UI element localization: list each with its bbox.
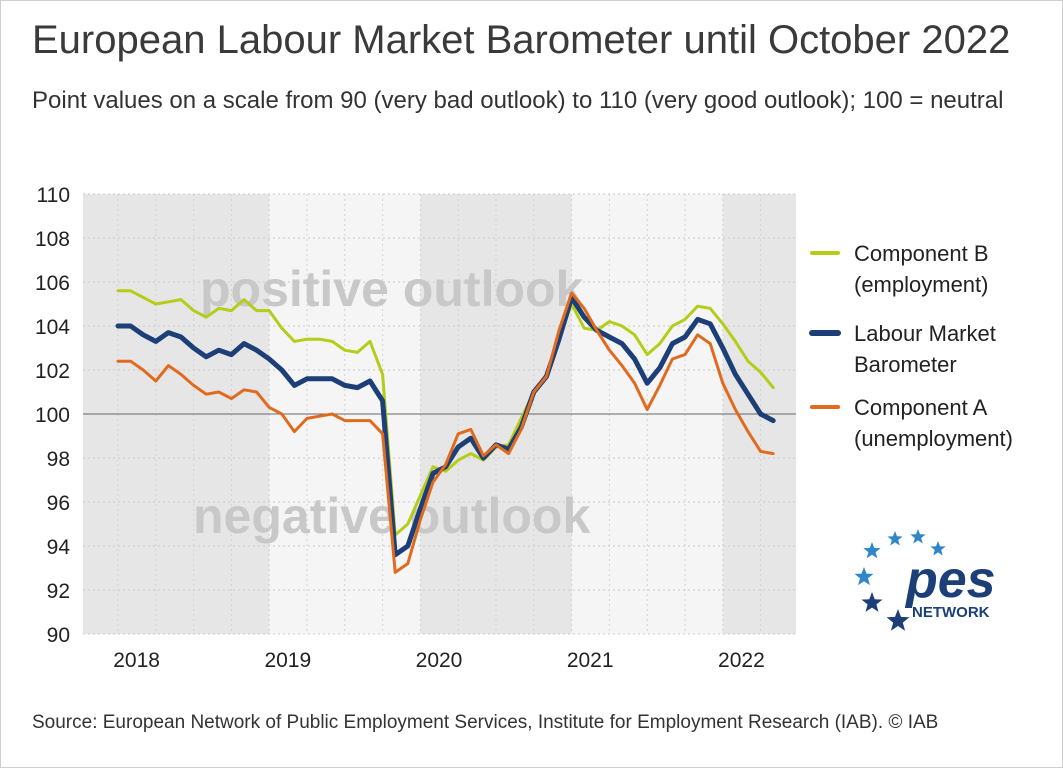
y-tick-label: 106 [35,272,70,295]
logo-star-icon [861,592,883,612]
y-tick-label: 102 [35,360,70,383]
y-tick-label: 104 [35,316,70,339]
line-chart: positive outlook negative outlook 909294… [35,184,1013,672]
x-tick-label: 2020 [416,649,463,672]
logo-star-icon [887,531,903,546]
logo-star-icon [886,609,910,631]
logo-star-icon [930,541,946,556]
x-tick-label: 2021 [567,649,614,672]
logo-star-icon [863,542,881,559]
logo-star-icon [910,529,926,544]
series-line-b [116,289,775,537]
legend-label-lmb: Labour Market [854,321,996,346]
legend-label-a: (unemployment) [854,426,1013,451]
logo-star-icon [854,567,874,586]
legend-label-b: (employment) [854,272,988,297]
pes-network-logo: pes NETWORK [854,529,996,631]
legend-label-lmb: Barometer [854,352,957,377]
y-tick-label: 92 [47,580,70,603]
x-tick-label: 2018 [113,649,160,672]
y-tick-label: 100 [35,404,70,427]
x-tick-label: 2019 [264,649,311,672]
chart-title: European Labour Market Barometer until O… [32,18,1011,62]
logo-text: pes [904,551,996,609]
x-tick-label: 2022 [718,649,765,672]
legend-label-b: Component B [854,241,989,266]
y-tick-label: 96 [47,492,70,515]
y-tick-label: 94 [47,536,71,559]
y-tick-label: 90 [47,624,70,647]
y-tick-label: 110 [37,184,70,207]
band-label-positive: positive outlook [200,261,584,317]
y-tick-label: 98 [47,448,70,471]
chart-subtitle: Point values on a scale from 90 (very ba… [32,87,1004,114]
chart-source: Source: European Network of Public Emplo… [32,712,939,733]
logo-subtext: NETWORK [912,604,990,621]
y-tick-label: 108 [35,228,70,251]
series-line-a [116,291,775,574]
legend-label-a: Component A [854,395,988,420]
